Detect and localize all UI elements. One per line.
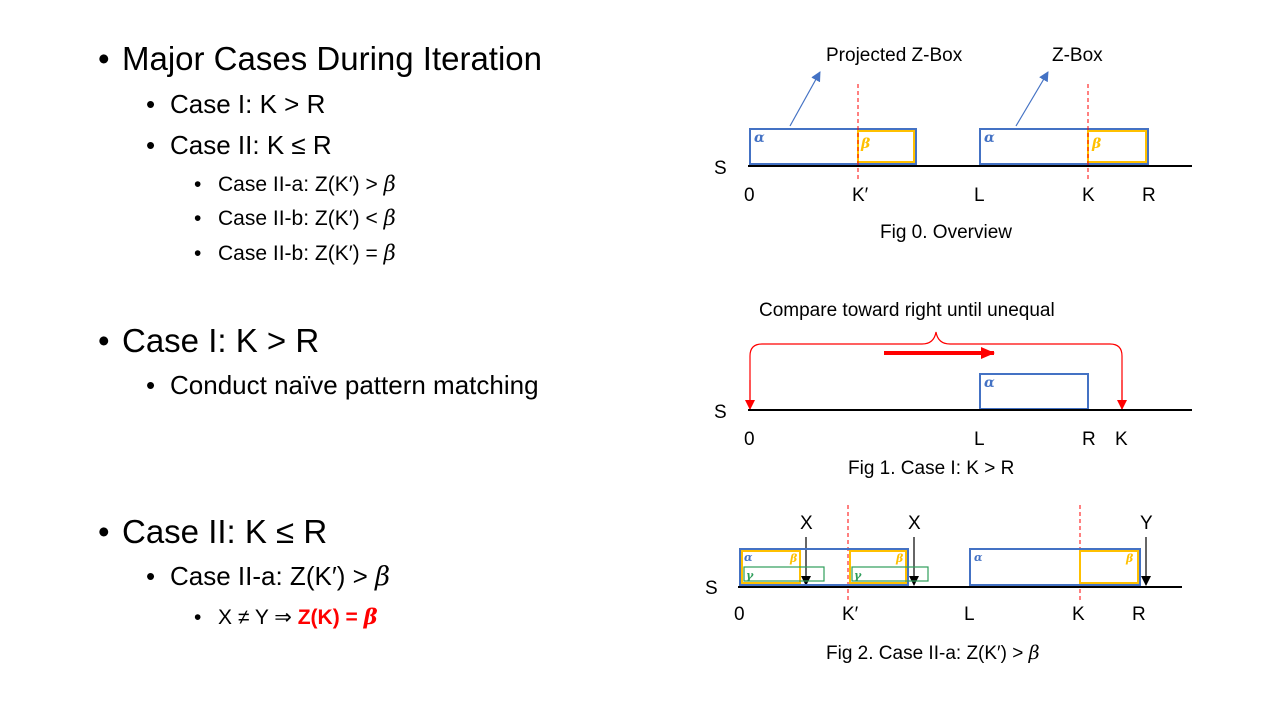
tick-0: 0 bbox=[744, 429, 755, 450]
tick-l: L bbox=[964, 604, 975, 625]
fig2-caption-text: Fig 2. Case II-a: Z(K′) > bbox=[826, 643, 1029, 664]
bullet-case2-text: Case II: K ≤ R bbox=[170, 130, 332, 160]
tick-l: L bbox=[974, 429, 985, 450]
beta-label: β bbox=[789, 552, 798, 565]
zbox-beta-box bbox=[1079, 550, 1139, 584]
bullet-section-case2a: • Case II-a: Z(K′) > β bbox=[146, 561, 391, 592]
section-case2-title: Case II: K ≤ R bbox=[122, 513, 328, 550]
beta-label: β bbox=[1091, 136, 1102, 152]
beta-symbol: β bbox=[374, 562, 391, 592]
bullet-case2b-text: Case II-b: Z(K′) < bbox=[218, 207, 384, 230]
bullet-x-neq-y: • X ≠ Y ⇒ Z(K) = β bbox=[194, 604, 378, 629]
beta-label: β bbox=[895, 552, 904, 565]
tick-r: R bbox=[1082, 429, 1096, 450]
tick-k: K bbox=[1115, 429, 1128, 450]
y-label: Y bbox=[1140, 513, 1153, 534]
bullet-major-cases-text: Major Cases During Iteration bbox=[122, 40, 543, 77]
alpha-label: α bbox=[974, 551, 983, 564]
projected-zbox-alpha-box bbox=[749, 128, 917, 165]
tick-r: R bbox=[1132, 604, 1146, 625]
bullet-case1-text: Case I: K > R bbox=[170, 89, 326, 119]
projected-zbox-beta-box bbox=[857, 130, 915, 163]
alpha-label: α bbox=[754, 130, 765, 146]
gamma-label: γ bbox=[746, 569, 754, 582]
tick-0: 0 bbox=[744, 185, 755, 206]
tick-0: 0 bbox=[734, 604, 745, 625]
tick-kprime: K′ bbox=[842, 604, 859, 625]
compare-label: Compare toward right until unequal bbox=[759, 300, 1055, 321]
s-label: S bbox=[714, 402, 727, 423]
beta-symbol-red: β bbox=[363, 604, 378, 629]
bullet-case2c-text: Case II-b: Z(K′) = bbox=[218, 242, 384, 265]
tick-l: L bbox=[974, 185, 985, 206]
tick-r: R bbox=[1142, 185, 1156, 206]
bullet-case2: • Case II: K ≤ R bbox=[146, 130, 332, 160]
fig0-overview: Projected Z-Box Z-Box α β α β S 0 K′ L K… bbox=[714, 45, 1192, 243]
x-label: X bbox=[800, 513, 813, 534]
s-label: S bbox=[705, 578, 718, 599]
section-case1-title: Case I: K > R bbox=[122, 322, 320, 359]
bullet-section-case1: • Case I: K > R bbox=[98, 322, 320, 359]
beta-label: β bbox=[860, 136, 871, 152]
x-neq-y-text: X ≠ Y ⇒ bbox=[218, 606, 298, 629]
zbox-beta-box bbox=[1087, 130, 1147, 163]
gamma-label: γ bbox=[854, 569, 862, 582]
tick-k: K bbox=[1072, 604, 1085, 625]
beta-symbol: β bbox=[383, 206, 396, 230]
s-label: S bbox=[714, 158, 727, 179]
beta-symbol: β bbox=[383, 241, 396, 265]
bullet-section-case2: • Case II: K ≤ R bbox=[98, 513, 328, 550]
fig0-caption: Fig 0. Overview bbox=[880, 222, 1012, 243]
projected-zbox-pointer bbox=[789, 71, 821, 127]
beta-symbol: β bbox=[1028, 642, 1040, 664]
naive-matching-text: Conduct naïve pattern matching bbox=[170, 370, 539, 400]
z-k-result: Z(K) = bbox=[297, 606, 364, 629]
projected-gamma-box bbox=[851, 566, 929, 582]
prefix-gamma-box bbox=[743, 566, 825, 582]
fig1-caption: Fig 1. Case I: K > R bbox=[848, 458, 1014, 479]
fig2-caption: Fig 2. Case II-a: Z(K′) > β bbox=[826, 642, 1040, 664]
zbox-alpha-box bbox=[969, 548, 1141, 586]
bullet-case2b: • Case II-b: Z(K′) < β bbox=[194, 206, 396, 230]
zbox-pointer bbox=[1015, 71, 1049, 127]
zbox-alpha-box bbox=[979, 373, 1089, 410]
alpha-label: α bbox=[744, 551, 753, 564]
alpha-label: α bbox=[984, 130, 995, 146]
section-case2a-text: Case II-a: Z(K′) > bbox=[170, 561, 375, 591]
compare-brace bbox=[749, 331, 1123, 410]
bullet-major-cases: • Major Cases During Iteration bbox=[98, 40, 543, 77]
beta-symbol: β bbox=[383, 172, 396, 196]
zbox-label: Z-Box bbox=[1052, 45, 1103, 66]
fig1-case1: Compare toward right until unequal α S 0… bbox=[714, 300, 1192, 479]
zbox-alpha-box bbox=[979, 128, 1149, 165]
bullet-case2a-text: Case II-a: Z(K′) > bbox=[218, 173, 384, 196]
alpha-label: α bbox=[984, 375, 995, 391]
bullet-case2a: • Case II-a: Z(K′) > β bbox=[194, 172, 396, 196]
bullet-case2c: • Case II-b: Z(K′) = β bbox=[194, 241, 396, 265]
projected-zbox-label: Projected Z-Box bbox=[826, 45, 963, 66]
tick-kprime: K′ bbox=[852, 185, 869, 206]
bullet-naive-matching: • Conduct naïve pattern matching bbox=[146, 370, 539, 400]
tick-k: K bbox=[1082, 185, 1095, 206]
bullet-list: • Major Cases During Iteration • Case I: K… bbox=[98, 40, 543, 629]
fig2-case2a: X X Y α β γ β γ α β S 0 K′ L K R Fig 2. … bbox=[705, 505, 1182, 664]
beta-label: β bbox=[1125, 552, 1134, 565]
bullet-case1: • Case I: K > R bbox=[146, 89, 326, 119]
x-label: X bbox=[908, 513, 921, 534]
